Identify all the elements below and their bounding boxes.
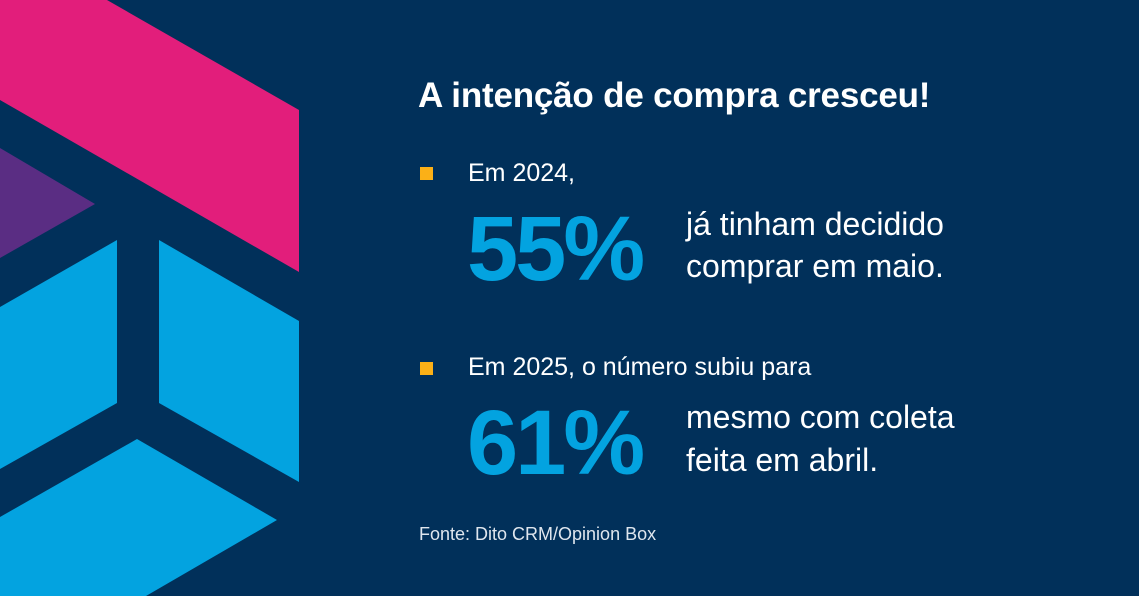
headline: A intenção de compra cresceu! bbox=[418, 76, 931, 115]
pink-band-shape bbox=[0, 0, 299, 272]
stat-2-lead: Em 2025, o número subiu para bbox=[468, 353, 812, 381]
cyan-right-face-shape bbox=[159, 240, 299, 482]
source-note: Fonte: Dito CRM/Opinion Box bbox=[419, 524, 657, 544]
stat-2-desc-line2: feita em abril. bbox=[686, 442, 879, 478]
cyan-bottom-face-shape bbox=[0, 439, 277, 596]
stat-1-lead: Em 2024, bbox=[468, 159, 576, 187]
geometric-decoration bbox=[0, 0, 299, 596]
cyan-left-face-shape bbox=[0, 240, 117, 469]
bullet-square-icon bbox=[420, 362, 433, 375]
bullet-square-icon bbox=[420, 167, 433, 180]
stat-1-desc-line2: comprar em maio. bbox=[686, 248, 944, 284]
stat-2-value: 61% bbox=[467, 392, 645, 494]
stat-2-desc-line1: mesmo com coleta bbox=[686, 399, 955, 435]
stat-1-value: 55% bbox=[467, 198, 645, 300]
stat-1-desc-line1: já tinham decidido bbox=[686, 206, 944, 242]
purple-triangle-shape bbox=[0, 148, 95, 258]
